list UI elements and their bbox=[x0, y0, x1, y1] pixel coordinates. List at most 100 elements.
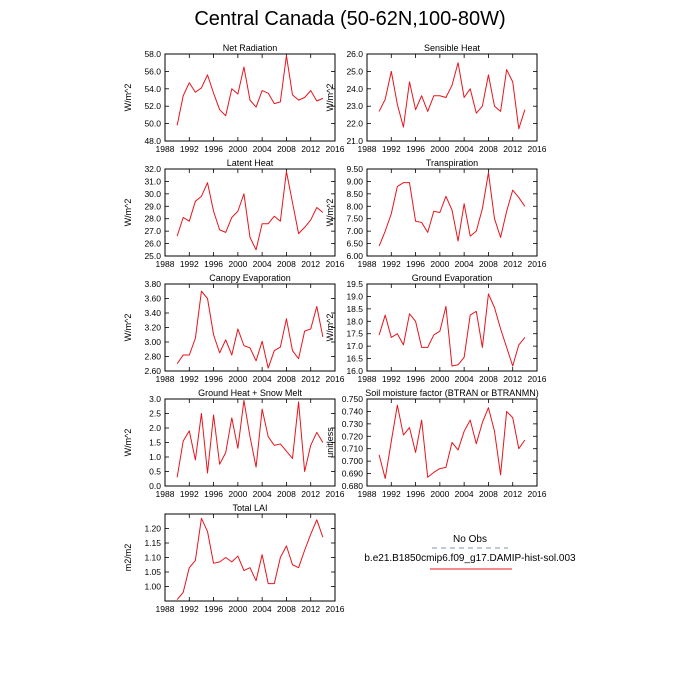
y-tick-label: 0.710 bbox=[342, 444, 364, 454]
plot-frame bbox=[366, 283, 538, 372]
x-tick-label: 2000 bbox=[228, 374, 247, 384]
y-tick-label: 6.50 bbox=[346, 239, 363, 249]
x-tick-label: 2008 bbox=[479, 489, 498, 499]
x-tick-label: 1996 bbox=[406, 489, 425, 499]
y-tick-label: 0.720 bbox=[342, 431, 364, 441]
panel-title: Transpiration bbox=[426, 158, 478, 168]
legend: No Obs b.e21.B1850cmip6.f09_g17.DAMIP-his… bbox=[364, 534, 576, 570]
panel-2: 1988 1992 1996 2000 2004 2008 2012 201621.022.0… bbox=[325, 43, 547, 154]
x-tick-label: 1988 bbox=[358, 144, 377, 154]
x-tick-label: 2008 bbox=[277, 144, 296, 154]
panel-title: Ground Heat + Snow Melt bbox=[198, 388, 302, 398]
x-tick-label: 2004 bbox=[253, 489, 272, 499]
y-tick-label: 28.0 bbox=[144, 214, 161, 224]
x-tick-label: 2016 bbox=[326, 374, 345, 384]
x-tick-label: 1988 bbox=[156, 259, 175, 269]
x-tick-label: 1996 bbox=[406, 374, 425, 384]
y-tick-label: 3.40 bbox=[144, 308, 161, 318]
y-tick-label: 17.5 bbox=[346, 329, 363, 339]
y-tick-label: 7.50 bbox=[346, 214, 363, 224]
model-series-line bbox=[378, 404, 526, 480]
x-tick-label: 2012 bbox=[503, 489, 522, 499]
x-tick-label: 2016 bbox=[326, 144, 345, 154]
x-tick-label: 2000 bbox=[430, 374, 449, 384]
x-tick-label: 2000 bbox=[430, 144, 449, 154]
panel-title: Total LAI bbox=[232, 503, 267, 513]
plot-frame bbox=[164, 283, 336, 372]
panel-3: 1988 1992 1996 2000 2004 2008 2012 2016 25.0 26.0… bbox=[123, 158, 345, 269]
figure-title: Central Canada (50-62N,100-80W) bbox=[194, 8, 506, 30]
model-series-line bbox=[176, 170, 324, 251]
x-tick-label: 2012 bbox=[301, 374, 320, 384]
y-tick-label: 1.05 bbox=[144, 567, 161, 577]
model-series-line bbox=[378, 62, 526, 130]
x-tick-label: 1992 bbox=[180, 489, 199, 499]
x-tick-label: 2000 bbox=[430, 259, 449, 269]
y-tick-label: 27.0 bbox=[144, 226, 161, 236]
y-tick-label: 7.00 bbox=[346, 226, 363, 236]
model-series-line bbox=[378, 172, 526, 247]
y-tick-label: 3.20 bbox=[144, 323, 161, 333]
panel-5: 1988 1992 1996 2000 2004 2008 2012 2016 2.60 2.80… bbox=[123, 273, 345, 384]
x-tick-label: 2008 bbox=[479, 259, 498, 269]
y-tick-label: 0.740 bbox=[342, 406, 364, 416]
panel-1: 1988 1992 1996 2000 2004 2008 2012 2016 48.0 50.0… bbox=[123, 43, 345, 154]
y-tick-label: 19.5 bbox=[346, 279, 363, 289]
x-tick-label: 2012 bbox=[301, 489, 320, 499]
x-tick-label: 1996 bbox=[406, 259, 425, 269]
x-tick-label: 2004 bbox=[455, 374, 474, 384]
y-tick-label: 54.0 bbox=[144, 84, 161, 94]
y-tick-label: 9.50 bbox=[346, 164, 363, 174]
x-tick-label: 1988 bbox=[358, 489, 377, 499]
x-tick-label: 2016 bbox=[326, 259, 345, 269]
y-tick-label: 16.5 bbox=[346, 354, 363, 364]
y-tick-label: 0.730 bbox=[342, 419, 364, 429]
x-tick-label: 2012 bbox=[503, 259, 522, 269]
x-tick-label: 2000 bbox=[228, 604, 247, 614]
x-tick-label: 1992 bbox=[382, 259, 401, 269]
x-tick-label: 1996 bbox=[204, 144, 223, 154]
plot-frame bbox=[164, 398, 336, 487]
x-tick-label: 1988 bbox=[358, 259, 377, 269]
x-tick-label: 1988 bbox=[156, 374, 175, 384]
panel-title: Ground Evaporation bbox=[412, 273, 493, 283]
y-tick-label: 56.0 bbox=[144, 66, 161, 76]
plot-frame bbox=[366, 398, 538, 487]
x-tick-label: 1996 bbox=[204, 374, 223, 384]
y-tick-label: 18.5 bbox=[346, 304, 363, 314]
y-tick-label: 17.0 bbox=[346, 341, 363, 351]
y-tick-label: 0.700 bbox=[342, 456, 364, 466]
y-tick-label: 48.0 bbox=[144, 136, 161, 146]
y-tick-label: 30.0 bbox=[144, 189, 161, 199]
y-tick-label: 1.10 bbox=[144, 553, 161, 563]
x-tick-label: 1996 bbox=[204, 489, 223, 499]
x-tick-label: 2008 bbox=[277, 259, 296, 269]
x-tick-label: 2008 bbox=[277, 374, 296, 384]
x-tick-label: 2004 bbox=[455, 259, 474, 269]
x-tick-label: 2016 bbox=[326, 604, 345, 614]
x-tick-label: 2000 bbox=[430, 489, 449, 499]
x-tick-label: 2016 bbox=[528, 489, 547, 499]
y-tick-label: 26.0 bbox=[346, 49, 363, 59]
x-tick-label: 2012 bbox=[301, 259, 320, 269]
y-tick-label: 1.20 bbox=[144, 524, 161, 534]
x-tick-label: 1992 bbox=[180, 259, 199, 269]
plot-frame bbox=[366, 53, 538, 142]
plot-frame bbox=[164, 53, 336, 142]
x-tick-label: 2008 bbox=[479, 374, 498, 384]
x-tick-label: 2004 bbox=[455, 144, 474, 154]
y-tick-label: 1.00 bbox=[144, 582, 161, 592]
model-series-line bbox=[176, 290, 324, 369]
x-tick-label: 2016 bbox=[528, 144, 547, 154]
y-tick-label: 52.0 bbox=[144, 101, 161, 111]
model-series-line bbox=[176, 517, 324, 600]
x-tick-label: 1992 bbox=[180, 374, 199, 384]
y-tick-label: 26.0 bbox=[144, 239, 161, 249]
panel-title: Net Radiation bbox=[223, 43, 278, 53]
panel-title: Soil moisture factor (BTRAN or BTRANMN) bbox=[365, 388, 539, 398]
y-axis-label: W/m^2 bbox=[123, 199, 133, 227]
x-tick-label: 2012 bbox=[301, 604, 320, 614]
y-tick-label: 50.0 bbox=[144, 119, 161, 129]
x-tick-label: 2004 bbox=[253, 144, 272, 154]
model-series-line bbox=[176, 399, 324, 478]
